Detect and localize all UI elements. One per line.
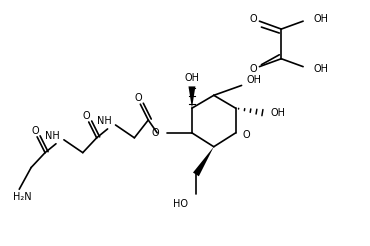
Text: O: O (243, 130, 250, 140)
Polygon shape (193, 147, 214, 176)
Text: OH: OH (313, 14, 328, 24)
Text: NH: NH (97, 116, 112, 126)
Text: O: O (152, 128, 159, 138)
Text: NH: NH (45, 131, 60, 141)
Text: O: O (250, 64, 257, 74)
Text: O: O (31, 126, 39, 136)
Text: H₂N: H₂N (13, 192, 32, 202)
Text: O: O (250, 14, 257, 24)
Text: HO: HO (173, 199, 188, 209)
Text: OH: OH (270, 108, 285, 118)
Text: OH: OH (185, 73, 199, 82)
Text: O: O (83, 111, 91, 121)
Text: OH: OH (313, 64, 328, 74)
Text: O: O (135, 93, 142, 103)
Polygon shape (188, 86, 195, 108)
Text: OH: OH (246, 76, 262, 86)
